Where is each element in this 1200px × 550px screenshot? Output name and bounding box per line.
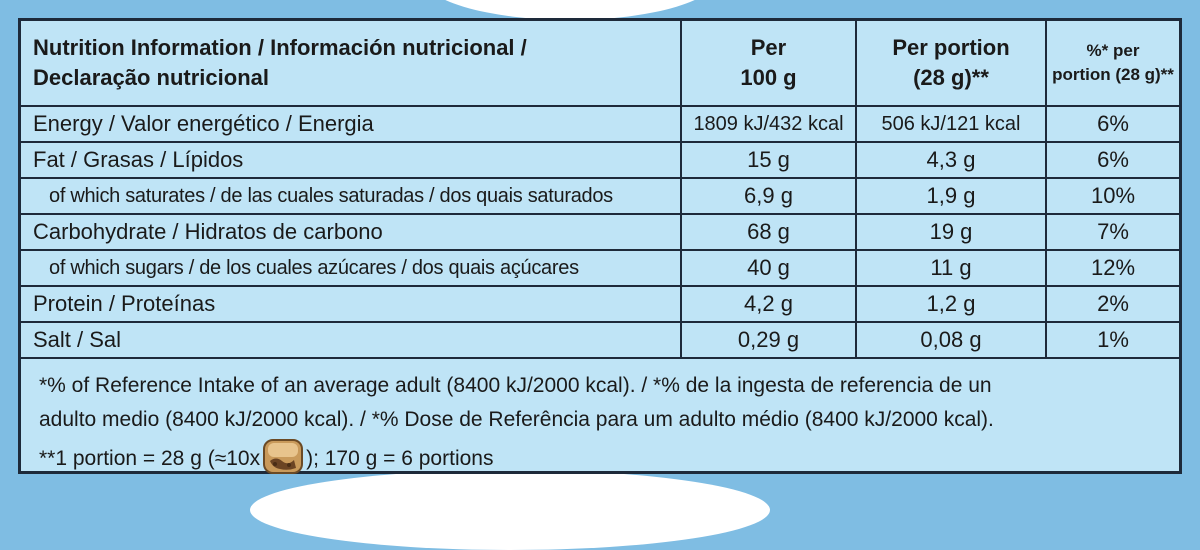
header-per-portion: Per portion (28 g)** xyxy=(855,21,1047,107)
table-row-fat: Fat / Grasas / Lípidos 15 g 4,3 g 6% xyxy=(21,141,1179,179)
nutrient-label: Fat / Grasas / Lípidos xyxy=(21,141,682,179)
header-ri-line1: %* per xyxy=(1086,41,1140,60)
header-per-100g: Per 100 g xyxy=(680,21,857,107)
header-per100-line1: Per xyxy=(750,35,787,60)
footnote-line3: **1 portion = 28 g (≈10x ); 170 g = 6 po… xyxy=(39,437,1169,476)
value-reference-intake: 6% xyxy=(1045,141,1179,179)
value-per-portion: 1,9 g xyxy=(855,177,1047,215)
nutrient-label: Salt / Sal xyxy=(21,321,682,359)
table-row-sugars: of which sugars / de los cuales azúcares… xyxy=(21,249,1179,287)
value-per-portion: 19 g xyxy=(855,213,1047,251)
footnote-line1: *% of Reference Intake of an average adu… xyxy=(39,374,992,397)
footnote-line2: adulto medio (8400 kJ/2000 kcal). / *% D… xyxy=(39,408,994,431)
table-row-protein: Protein / Proteínas 4,2 g 1,2 g 2% xyxy=(21,285,1179,323)
background-blob-bottom xyxy=(250,470,770,550)
value-per-100g: 68 g xyxy=(680,213,857,251)
value-reference-intake: 12% xyxy=(1045,249,1179,287)
value-reference-intake: 6% xyxy=(1045,105,1179,143)
value-reference-intake: 1% xyxy=(1045,321,1179,359)
chocolate-piece-icon xyxy=(262,437,304,475)
value-per-portion: 4,3 g xyxy=(855,141,1047,179)
header-portion-line2: (28 g)** xyxy=(913,65,989,90)
table-row-salt: Salt / Sal 0,29 g 0,08 g 1% xyxy=(21,321,1179,359)
value-per-100g: 40 g xyxy=(680,249,857,287)
value-per-portion: 11 g xyxy=(855,249,1047,287)
value-per-portion: 0,08 g xyxy=(855,321,1047,359)
header-row: Nutrition Information / Información nutr… xyxy=(21,21,1179,107)
value-per-100g: 15 g xyxy=(680,141,857,179)
header-reference-intake: %* per portion (28 g)** xyxy=(1045,21,1179,107)
value-per-portion: 1,2 g xyxy=(855,285,1047,323)
footnote-portions-text: ); 170 g = 6 portions xyxy=(306,447,494,470)
value-reference-intake: 10% xyxy=(1045,177,1179,215)
header-portion-line1: Per portion xyxy=(892,35,1010,60)
footnote-portion-text: **1 portion = 28 g (≈10x xyxy=(39,447,261,470)
header-ri-line2: portion (28 g)** xyxy=(1052,65,1174,84)
nutrient-label: of which sugars / de los cuales azúcares… xyxy=(21,249,682,287)
nutrition-panel: Nutrition Information / Información nutr… xyxy=(18,18,1182,474)
nutrient-label: Energy / Valor energético / Energia xyxy=(21,105,682,143)
header-nutrient-label: Nutrition Information / Información nutr… xyxy=(21,21,682,107)
footnote: *% of Reference Intake of an average adu… xyxy=(39,369,1169,476)
value-reference-intake: 2% xyxy=(1045,285,1179,323)
background-blob-top xyxy=(420,0,720,20)
header-per100-line2: 100 g xyxy=(740,65,797,90)
table-row-carbohydrate: Carbohydrate / Hidratos de carbono 68 g … xyxy=(21,213,1179,251)
header-label-line1: Nutrition Information / Información nutr… xyxy=(33,35,527,60)
nutrient-label: Carbohydrate / Hidratos de carbono xyxy=(21,213,682,251)
value-reference-intake: 7% xyxy=(1045,213,1179,251)
nutrient-label: of which saturates / de las cuales satur… xyxy=(21,177,682,215)
header-label-line2: Declaração nutricional xyxy=(33,65,269,90)
value-per-100g: 4,2 g xyxy=(680,285,857,323)
nutrition-table: Nutrition Information / Información nutr… xyxy=(21,21,1179,359)
table-row-saturates: of which saturates / de las cuales satur… xyxy=(21,177,1179,215)
value-per-100g: 0,29 g xyxy=(680,321,857,359)
nutrient-label: Protein / Proteínas xyxy=(21,285,682,323)
value-per-portion: 506 kJ/121 kcal xyxy=(855,105,1047,143)
table-row-energy: Energy / Valor energético / Energia 1809… xyxy=(21,105,1179,143)
value-per-100g: 6,9 g xyxy=(680,177,857,215)
value-per-100g: 1809 kJ/432 kcal xyxy=(680,105,857,143)
